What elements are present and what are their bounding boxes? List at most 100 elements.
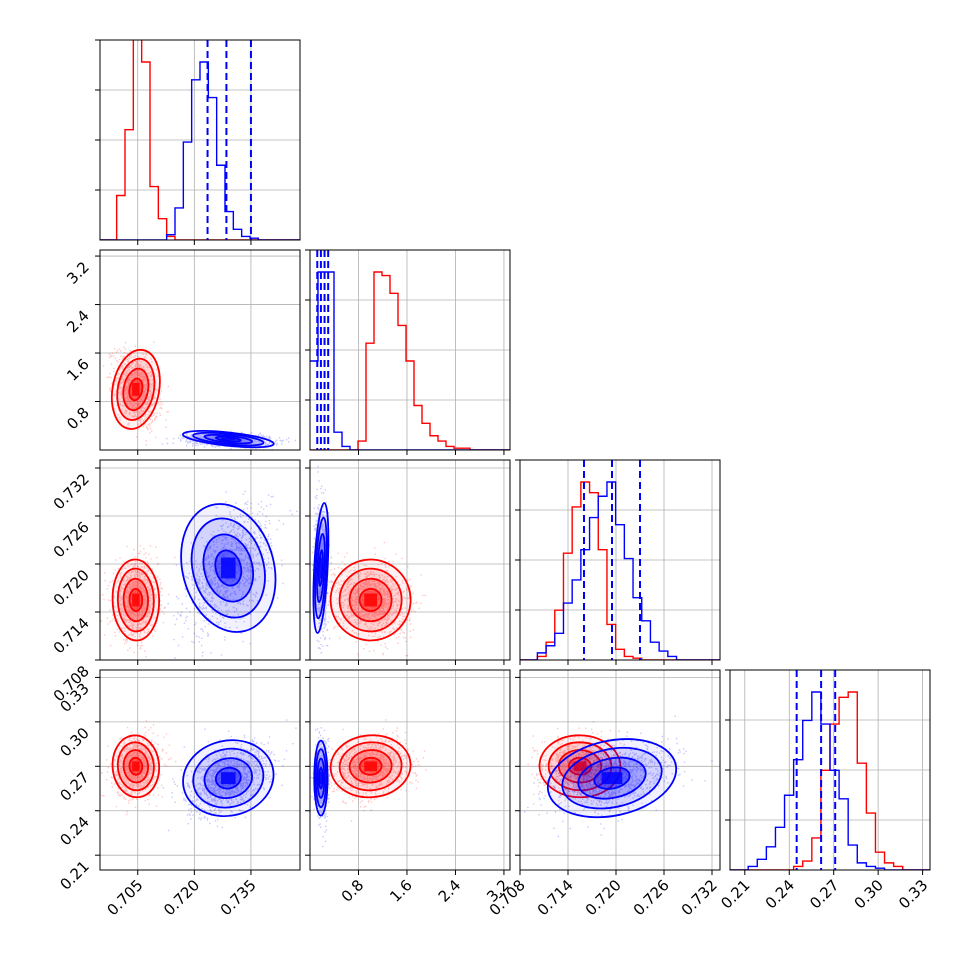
density-peak bbox=[221, 557, 236, 579]
scatter-series-1 bbox=[523, 715, 713, 838]
contour bbox=[546, 738, 678, 819]
contour bbox=[338, 567, 403, 633]
contour bbox=[203, 433, 254, 445]
histogram-1 bbox=[310, 250, 510, 450]
scatter-3-1 bbox=[310, 719, 427, 848]
x-tick-label: 0.24 bbox=[762, 876, 798, 912]
grid-0-0 bbox=[95, 39, 300, 240]
contour bbox=[348, 749, 393, 784]
contour bbox=[313, 739, 329, 817]
contour bbox=[110, 348, 161, 430]
scatter-series-0 bbox=[101, 720, 172, 816]
x-tick-label: 0.735 bbox=[217, 876, 260, 919]
scatter-series-0 bbox=[100, 545, 176, 658]
panel-frame-3-1 bbox=[309, 669, 511, 871]
contour bbox=[203, 757, 253, 799]
grid-2-1 bbox=[310, 460, 510, 661]
hist-series-1 bbox=[730, 691, 930, 870]
scatter-series-1 bbox=[162, 719, 297, 832]
x-tick-label: 0.732 bbox=[678, 876, 721, 919]
x-tick-label: 0.714 bbox=[534, 876, 577, 919]
panel-frame-2-0 bbox=[99, 459, 301, 661]
density-peak bbox=[221, 438, 236, 441]
histogram-3 bbox=[730, 670, 930, 870]
contour bbox=[214, 549, 243, 587]
histogram-2 bbox=[520, 460, 720, 660]
density-peak bbox=[132, 593, 140, 607]
y-tick-label: 0.714 bbox=[50, 614, 93, 657]
x-tick-label: 0.21 bbox=[717, 876, 753, 912]
contour bbox=[358, 587, 383, 613]
x-tick-label: 0.705 bbox=[103, 876, 146, 919]
contour bbox=[122, 749, 149, 784]
density-peak bbox=[573, 761, 587, 772]
grid-2-2 bbox=[515, 459, 720, 660]
hist-series-1 bbox=[100, 61, 300, 240]
scatter-3-0 bbox=[101, 719, 297, 832]
scatter-series-0 bbox=[102, 341, 169, 450]
contour bbox=[122, 577, 149, 623]
contour bbox=[316, 757, 326, 799]
contour bbox=[128, 756, 144, 776]
scatter-2-0 bbox=[100, 490, 298, 660]
contour bbox=[180, 503, 277, 633]
contour bbox=[329, 734, 412, 799]
contour bbox=[561, 746, 663, 810]
scatter-series-1 bbox=[310, 727, 332, 848]
contour bbox=[316, 532, 326, 604]
contour bbox=[111, 734, 161, 799]
contour bbox=[128, 377, 144, 402]
grid-1-0 bbox=[100, 250, 300, 450]
density-peak bbox=[132, 761, 140, 772]
contour bbox=[122, 367, 150, 412]
y-tick-label: 1.6 bbox=[63, 355, 93, 385]
x-tick-label: 0.30 bbox=[851, 876, 887, 912]
x-tick-label: 2.4 bbox=[435, 876, 465, 906]
hist-series-1 bbox=[520, 481, 720, 660]
contour bbox=[202, 533, 254, 603]
density-peak bbox=[221, 772, 236, 785]
contour bbox=[314, 516, 328, 620]
contour bbox=[128, 587, 144, 613]
panel-frame-3-3 bbox=[729, 669, 931, 871]
y-tick-label: 2.4 bbox=[63, 307, 93, 337]
contour bbox=[312, 502, 330, 634]
density-peak bbox=[364, 761, 377, 772]
scatter-series-0 bbox=[313, 719, 427, 822]
grid-1-1 bbox=[305, 249, 510, 450]
histogram-0 bbox=[100, 40, 300, 240]
contour bbox=[317, 549, 324, 587]
grid-3-1 bbox=[310, 670, 510, 870]
panel-frame-1-1 bbox=[309, 249, 511, 451]
contour bbox=[214, 435, 242, 443]
scatter-1-0 bbox=[102, 341, 297, 450]
contour bbox=[338, 741, 403, 792]
y-tick-label: 0.27 bbox=[56, 768, 92, 804]
x-tick-label: 0.33 bbox=[895, 876, 931, 912]
contour bbox=[190, 517, 266, 619]
density-peak bbox=[132, 383, 140, 396]
contour bbox=[214, 766, 242, 790]
contour bbox=[192, 431, 265, 447]
panel-frame-1-0 bbox=[99, 249, 301, 451]
contour bbox=[329, 558, 412, 642]
contour bbox=[593, 766, 631, 790]
y-tick-label: 0.21 bbox=[56, 857, 92, 893]
contour bbox=[111, 558, 161, 642]
y-tick-label: 0.24 bbox=[56, 813, 92, 849]
scatter-series-1 bbox=[161, 430, 297, 450]
contour bbox=[358, 756, 383, 776]
x-tick-label: 0.720 bbox=[582, 876, 625, 919]
scatter-2-1 bbox=[311, 465, 426, 657]
contour bbox=[182, 739, 275, 818]
scatter-series-1 bbox=[153, 490, 298, 660]
y-tick-label: 3.2 bbox=[63, 258, 93, 288]
hist-series-0 bbox=[730, 691, 930, 870]
hist-series-0 bbox=[310, 271, 510, 450]
contour bbox=[116, 567, 155, 633]
contour bbox=[318, 766, 324, 790]
panel-frame-3-0 bbox=[99, 669, 301, 871]
panel-frame-3-2 bbox=[519, 669, 721, 871]
hist-series-1 bbox=[310, 271, 510, 450]
